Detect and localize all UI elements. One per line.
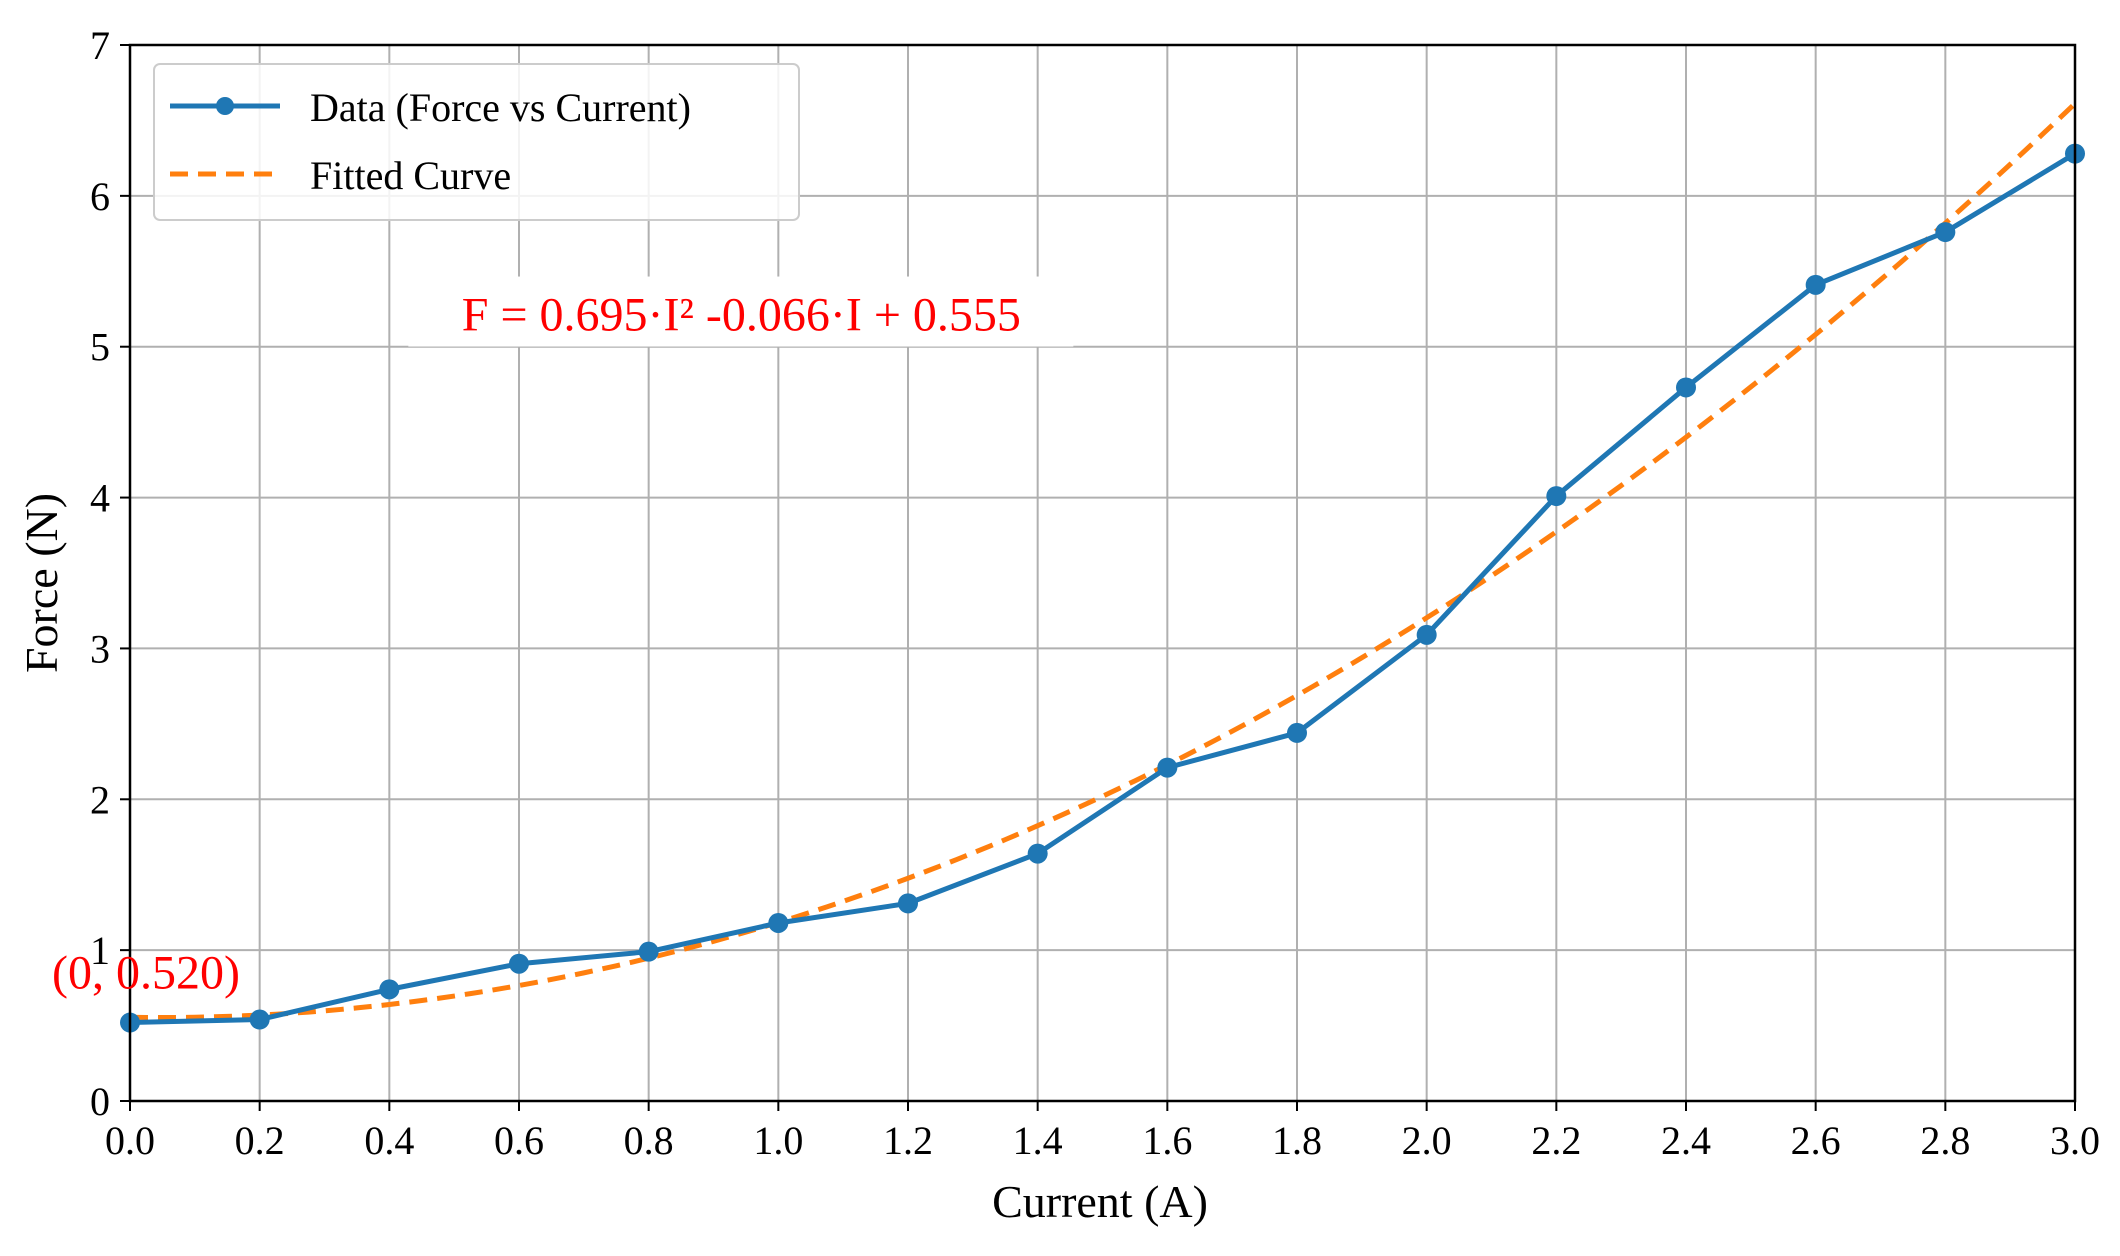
- x-axis-label: Current (A): [992, 1176, 1208, 1227]
- x-tick-label: 0.6: [494, 1118, 544, 1163]
- annotations: F = 0.695·I² -0.066·I + 0.555 (0, 0.520): [52, 276, 1074, 999]
- axes: [120, 43, 2077, 1111]
- fit-equation-annotation: F = 0.695·I² -0.066·I + 0.555: [462, 289, 1021, 342]
- tick-labels: 0.0 0.2 0.4 0.6 0.8 1.0 1.2 1.4 1.6 1.8 2.0 2.2 2.4 2…: [90, 23, 2100, 1163]
- x-tick-label: 1.0: [753, 1118, 803, 1163]
- legend: Data (Force vs Current) Fitted Curve: [153, 63, 800, 221]
- fitted-curve-layer: [129, 101, 2077, 1021]
- x-tick-label: 2.6: [1791, 1118, 1841, 1163]
- data-series-layer: [120, 143, 2085, 1033]
- y-tick-label: 1: [90, 928, 110, 973]
- data-point: [249, 1009, 270, 1030]
- x-tick-label: 0.0: [105, 1118, 155, 1163]
- x-tick-label: 1.2: [883, 1118, 933, 1163]
- x-tick-label: 0.8: [624, 1118, 674, 1163]
- data-point: [898, 893, 918, 914]
- fitted-curve-line: [129, 101, 2077, 1021]
- data-point: [768, 912, 789, 933]
- x-tick-label: 2.2: [1531, 1118, 1581, 1163]
- x-tick-label: 2.8: [1920, 1118, 1970, 1163]
- legend-fit-label: Fitted Curve: [310, 153, 511, 198]
- y-tick-label: 4: [90, 476, 110, 521]
- data-point: [1416, 624, 1437, 645]
- y-tick-label: 7: [90, 23, 110, 68]
- data-point: [1676, 377, 1696, 398]
- y-tick-label: 2: [90, 777, 110, 822]
- y-tick-label: 5: [90, 325, 110, 370]
- x-tick-label: 0.4: [364, 1118, 414, 1163]
- data-point: [1805, 274, 1826, 295]
- x-tick-label: 3.0: [2050, 1118, 2100, 1163]
- y-axis-label: Force (N): [16, 493, 67, 673]
- y-tick-label: 3: [90, 626, 110, 671]
- y-tick-label: 6: [90, 174, 110, 219]
- data-point: [1546, 486, 1567, 507]
- x-tick-label: 2.4: [1661, 1118, 1711, 1163]
- plot-frame: [128, 43, 2077, 1103]
- y-tick-label: 0: [90, 1079, 110, 1124]
- x-tick-label: 1.8: [1272, 1118, 1322, 1163]
- x-tick-label: 2.0: [1402, 1118, 1452, 1163]
- equation-label-background: [408, 276, 1074, 347]
- data-point: [1935, 222, 1956, 243]
- intercept-annotation: (0, 0.520): [52, 946, 240, 999]
- x-tick-label: 0.2: [235, 1118, 285, 1163]
- data-series-line: [129, 151, 2077, 1026]
- data-point: [1157, 757, 1178, 778]
- data-point: [1287, 722, 1307, 743]
- legend-data-label: Data (Force vs Current): [310, 85, 691, 130]
- data-point: [509, 953, 529, 974]
- legend-data-marker: [216, 97, 234, 115]
- legend-frame: [153, 63, 800, 221]
- x-tick-label: 1.4: [1013, 1118, 1063, 1163]
- data-point: [379, 979, 400, 1000]
- data-point: [638, 941, 659, 962]
- x-tick-label: 1.6: [1142, 1118, 1192, 1163]
- data-point: [1027, 843, 1048, 864]
